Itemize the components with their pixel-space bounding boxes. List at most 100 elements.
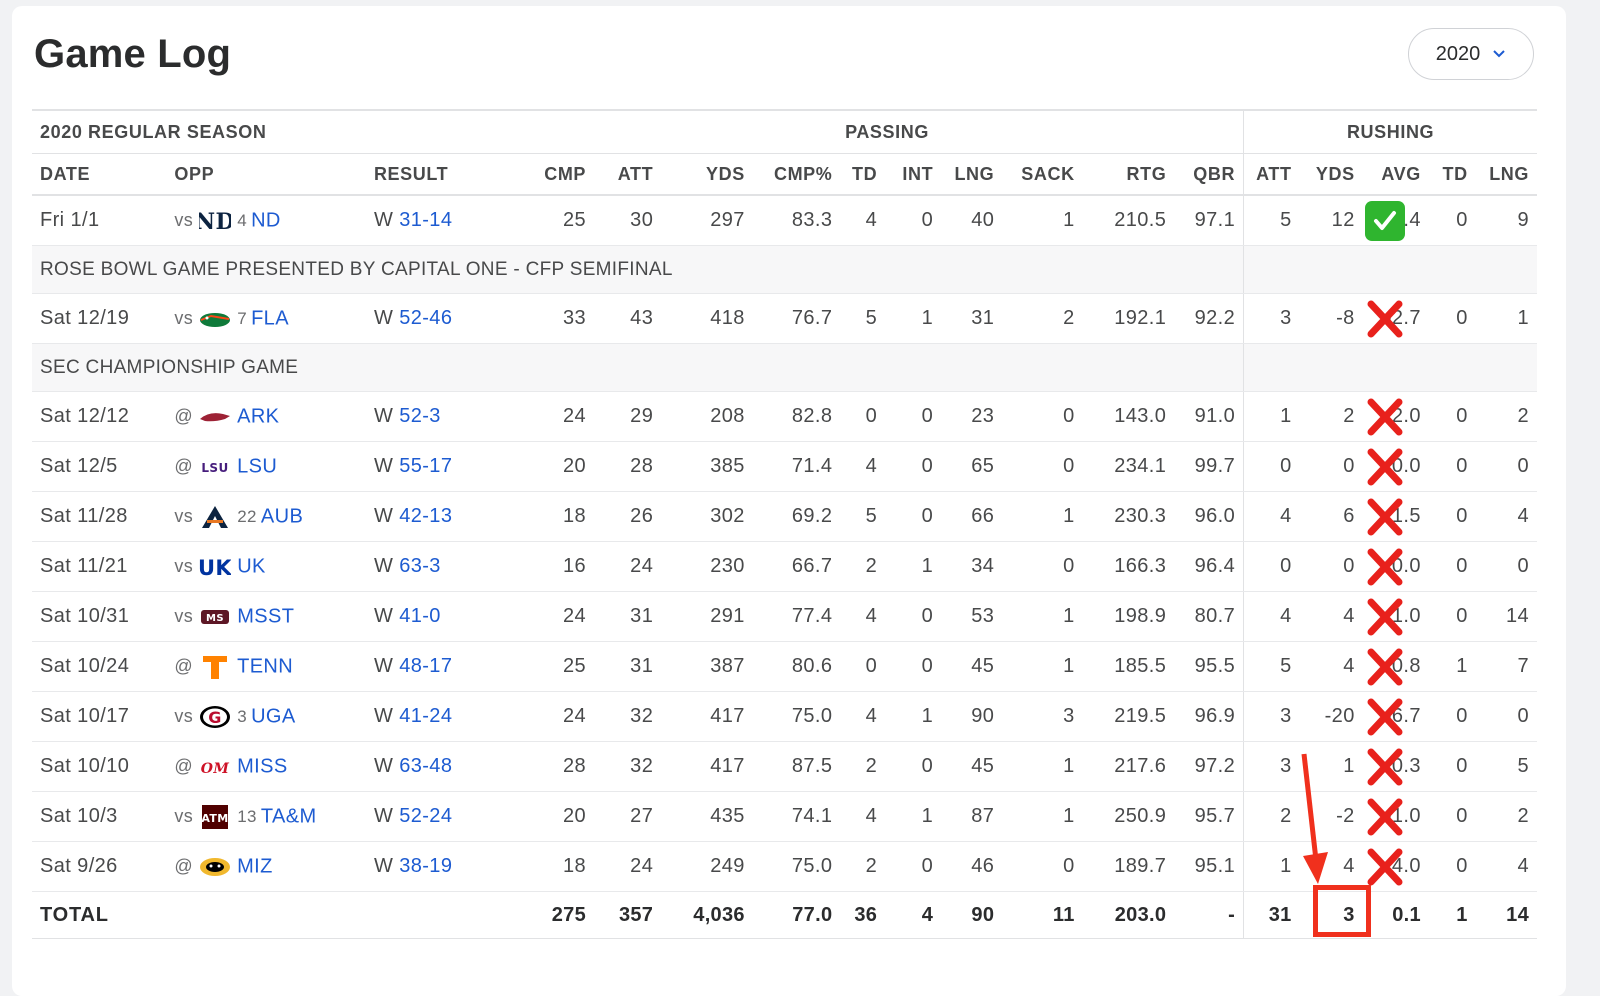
result-score-link[interactable]: 41-0 [399, 605, 441, 627]
stat-yds: 249 [661, 841, 753, 892]
total-rtg: 203.0 [1082, 891, 1175, 939]
result-cell: W 63-48 [365, 741, 531, 792]
stat-cmp-pct: 75.0 [752, 841, 841, 892]
stat-rush-yds: 6 [1299, 491, 1363, 542]
col-header-rush-td: TD [1428, 153, 1476, 196]
opponent-link[interactable]: AUB [260, 504, 304, 527]
result-score-link[interactable]: 41-24 [399, 705, 453, 727]
stat-sack: 0 [1002, 841, 1083, 892]
opponent-cell: vs ATM 13 TA&M [166, 791, 366, 842]
verdict-mark [1363, 642, 1407, 691]
result-cell: W 42-13 [365, 491, 531, 542]
stat-yds: 230 [661, 541, 753, 592]
stat-rush-avg-cell: -6.7 [1362, 691, 1429, 742]
stat-rush-td: 0 [1428, 791, 1476, 842]
stat-int: 0 [885, 641, 942, 692]
opponent-link[interactable]: TA&M [260, 804, 317, 827]
result-score-link[interactable]: 52-46 [399, 307, 453, 329]
opponent-link[interactable]: LSU [237, 454, 278, 477]
result-cell: W 52-3 [365, 391, 531, 442]
game-date: Sat 12/12 [32, 391, 167, 442]
opponent-link[interactable]: FLA [251, 306, 289, 329]
location-indicator: @ [174, 405, 194, 426]
stat-td: 2 [840, 841, 886, 892]
stat-rush-lng: 2 [1475, 791, 1537, 842]
opponent-link[interactable]: UK [237, 554, 266, 577]
stat-rtg: 166.3 [1082, 541, 1175, 592]
opponent-link[interactable]: TENN [237, 654, 294, 677]
stat-td: 4 [840, 591, 886, 642]
result-score-link[interactable]: 63-3 [399, 555, 441, 577]
stat-cmp: 18 [530, 491, 595, 542]
game-note: SEC CHAMPIONSHIP GAME [32, 343, 1244, 392]
result-score-link[interactable]: 42-13 [399, 505, 453, 527]
opponent-link[interactable]: MISS [237, 754, 288, 777]
stat-rush-avg: 0.8 [1391, 655, 1421, 677]
opponent-link[interactable]: MSST [237, 604, 295, 627]
opponent-link[interactable]: ARK [237, 404, 280, 427]
stat-td: 4 [840, 441, 886, 492]
stat-rush-td: 0 [1428, 541, 1476, 592]
table-row: Sat 10/17 vs G 3 UGA W 41-24 24 32 417 75.0 4 1 90 3 2… [32, 691, 1537, 742]
stat-qbr: 95.5 [1174, 641, 1244, 692]
opponent-link[interactable]: UGA [251, 704, 296, 727]
stat-rtg: 143.0 [1082, 391, 1175, 442]
stat-rush-lng: 14 [1475, 591, 1537, 642]
x-mark-icon [1367, 598, 1403, 635]
total-yds: 4,036 [661, 891, 753, 939]
team-logo-icon: LSU [199, 454, 231, 480]
result-score-link[interactable]: 48-17 [399, 655, 453, 677]
result-score-link[interactable]: 52-3 [399, 405, 441, 427]
opponent-link[interactable]: MIZ [237, 854, 273, 877]
game-note-spacer [1243, 245, 1537, 294]
stat-qbr: 95.7 [1174, 791, 1244, 842]
stat-qbr: 97.1 [1174, 195, 1244, 246]
stat-qbr: 95.1 [1174, 841, 1244, 892]
stat-cmp: 18 [530, 841, 595, 892]
table-row: Sat 10/3 vs ATM 13 TA&M W 52-24 20 27 435 74.1 4 1 8… [32, 791, 1537, 842]
col-header-sack: SACK [1002, 153, 1083, 196]
stat-att: 32 [594, 691, 662, 742]
stat-rtg: 210.5 [1082, 195, 1175, 246]
opponent-rank: 22 [237, 506, 257, 526]
team-logo-icon [199, 854, 231, 880]
result-wl: W [373, 555, 394, 577]
table-row: Sat 9/26 @ MIZ W 38-19 18 24 249 75.0 2 0 46 0 189.7… [32, 841, 1537, 892]
table-row: Sat 10/10 @ OM MISS W 63-48 28 32 417 87.5 2 0 45 1 2… [32, 741, 1537, 792]
result-cell: W 41-24 [365, 691, 531, 742]
table-row: Sat 11/21 vs UK UK W 63-3 16 24 230 66.7 2 1 34 0 166… [32, 541, 1537, 592]
stat-rush-yds: 4 [1299, 641, 1363, 692]
result-score-link[interactable]: 38-19 [399, 855, 453, 877]
result-score-link[interactable]: 55-17 [399, 455, 453, 477]
result-cell: W 52-46 [365, 293, 531, 344]
col-header-int: INT [885, 153, 942, 196]
stat-rush-avg-cell: -2.7 [1362, 293, 1429, 344]
x-mark-icon [1367, 798, 1403, 835]
result-score-link[interactable]: 63-48 [399, 755, 453, 777]
table-row: Sat 11/28 vs 22 AUB W 42-13 18 26 302 69.2 5 0 66 1 2… [32, 491, 1537, 542]
stat-int: 1 [885, 691, 942, 742]
result-score-link[interactable]: 31-14 [399, 209, 453, 231]
stat-sack: 3 [1002, 691, 1083, 742]
result-score-link[interactable]: 52-24 [399, 805, 453, 827]
table-row: Sat 10/31 vs MS MSST W 41-0 24 31 291 77.4 4 0 53 1 1… [32, 591, 1537, 642]
stat-rush-td: 0 [1428, 391, 1476, 442]
stat-int: 0 [885, 591, 942, 642]
result-cell: W 52-24 [365, 791, 531, 842]
stat-cmp-pct: 69.2 [752, 491, 841, 542]
stat-rush-avg: 0.0 [1391, 455, 1421, 477]
stat-cmp-pct: 71.4 [752, 441, 841, 492]
stat-lng: 90 [941, 691, 1003, 742]
opponent-rank: 4 [237, 210, 248, 230]
stat-rush-att: 4 [1243, 591, 1300, 642]
table-row: Fri 1/1 vs ND 4 ND W 31-14 25 30 297 83.3 4 0 40 1 210… [32, 195, 1537, 246]
season-dropdown[interactable]: 2020 [1408, 28, 1534, 80]
col-header-opp: OPP [166, 153, 366, 196]
col-header-rush-lng: LNG [1475, 153, 1537, 196]
opponent-link[interactable]: ND [251, 208, 281, 231]
stat-cmp-pct: 82.8 [752, 391, 841, 442]
stat-rush-avg: 1.0 [1391, 605, 1421, 627]
stat-sack: 2 [1002, 293, 1083, 344]
total-sack: 11 [1002, 891, 1083, 939]
team-logo-icon [199, 504, 231, 530]
